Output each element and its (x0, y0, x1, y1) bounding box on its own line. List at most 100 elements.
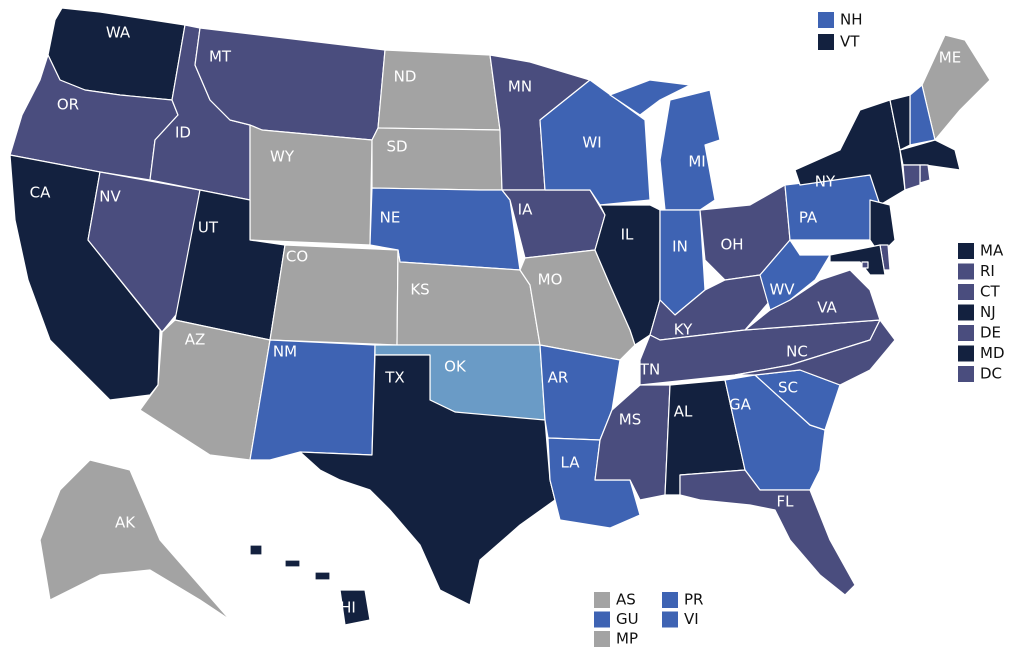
legend-label: PR (684, 591, 703, 609)
state-label: IL (621, 226, 634, 244)
legend-swatch (818, 12, 834, 28)
state (377, 49, 501, 131)
state-label: TN (639, 361, 660, 379)
state-label: AK (115, 514, 136, 532)
state-label: NY (815, 173, 836, 191)
state-label: NV (99, 188, 121, 206)
state (594, 384, 671, 501)
legend-label: MA (980, 242, 1004, 260)
state (679, 469, 856, 596)
state-label: OR (57, 96, 79, 114)
state-label: IN (672, 238, 688, 256)
state-label: ME (939, 49, 961, 67)
state-label: MI (688, 153, 705, 171)
state-label: LA (561, 454, 581, 472)
state-label: WI (582, 134, 601, 152)
state (39, 459, 231, 621)
state (249, 339, 376, 461)
legend-item: MP (594, 630, 638, 648)
state-label: OK (444, 358, 467, 376)
state-label: NM (273, 343, 297, 361)
legend-label: NJ (980, 303, 996, 321)
legend-label: VT (840, 33, 860, 51)
legend-label: MD (980, 344, 1005, 362)
legend-item: MA (958, 242, 1004, 260)
state-label: VA (817, 299, 837, 317)
state-label: CO (286, 248, 308, 266)
state (734, 319, 896, 386)
state (249, 124, 373, 246)
state (539, 79, 651, 206)
state-label: SC (778, 379, 798, 397)
legend-swatch (958, 304, 974, 321)
state-label: KY (674, 321, 693, 339)
state-label: MN (508, 78, 532, 96)
state-label: WA (106, 24, 131, 42)
state (902, 164, 921, 191)
legend-swatch (958, 325, 974, 341)
state-label: ND (394, 68, 417, 86)
state-label: WV (769, 281, 795, 299)
state-label: NC (786, 343, 808, 361)
state-label: MT (209, 48, 232, 66)
state (609, 79, 721, 211)
legend-label: NH (840, 11, 863, 29)
state-label: NE (380, 209, 401, 227)
state-label: ID (175, 124, 191, 142)
state-label: KS (410, 281, 429, 299)
legend-swatch (958, 263, 974, 280)
legend-item: NH (818, 11, 863, 29)
legend-item: DE (958, 324, 1001, 342)
state (919, 164, 931, 184)
legend-swatch (958, 366, 974, 382)
state-label: SD (386, 138, 407, 156)
state (794, 99, 906, 206)
legend-swatch (594, 592, 610, 608)
state-label: PA (799, 209, 818, 227)
legend-item: VI (662, 610, 699, 628)
state-label: WY (270, 148, 295, 166)
state (594, 204, 661, 346)
legend-swatch (958, 284, 974, 300)
state-label: FL (777, 493, 795, 511)
state-label: GA (729, 396, 752, 414)
legend-item: DC (958, 365, 1002, 383)
state-label: OH (720, 236, 743, 254)
state-label: AZ (185, 331, 206, 349)
state (299, 354, 556, 606)
state-label: AL (674, 403, 693, 421)
legend-label: MP (616, 630, 638, 648)
state-label: HI (340, 599, 356, 617)
legend-label: GU (616, 610, 639, 628)
legend-item: RI (958, 262, 995, 280)
legend-item: NJ (958, 303, 996, 321)
state-label: IA (518, 201, 533, 219)
state (249, 544, 371, 626)
state (889, 94, 911, 151)
state-label: TX (384, 369, 404, 387)
legend-label: DE (980, 324, 1001, 342)
legend-item: GU (594, 610, 639, 628)
legend-swatch (958, 243, 974, 259)
state-label: MS (619, 411, 641, 429)
legend-item: MD (958, 344, 1005, 362)
legend-item: AS (594, 591, 636, 609)
legend-item: CT (958, 283, 1000, 301)
state-label: AR (548, 369, 569, 387)
legend-label: AS (616, 591, 636, 609)
state (829, 244, 886, 276)
state-label: MO (538, 271, 563, 289)
legend-swatch (818, 34, 834, 50)
state (861, 261, 869, 269)
legend-swatch (662, 592, 678, 608)
legend-swatch (594, 611, 610, 628)
legend-swatch (958, 345, 974, 362)
state-label: UT (198, 219, 219, 237)
legend-label: DC (980, 365, 1002, 383)
legend-item: VT (818, 33, 860, 51)
legend-swatch (662, 611, 678, 628)
state-label: CA (30, 184, 51, 202)
state (759, 239, 831, 311)
